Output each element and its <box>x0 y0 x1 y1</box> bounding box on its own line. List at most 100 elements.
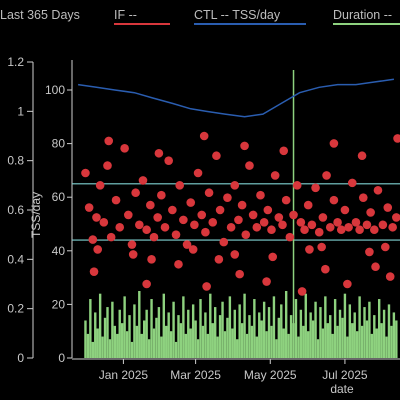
if-point[interactable] <box>138 176 148 185</box>
if-point[interactable] <box>393 134 400 143</box>
if-point[interactable] <box>252 222 262 232</box>
if-point[interactable] <box>268 252 278 262</box>
if-point[interactable] <box>88 235 98 244</box>
if-point[interactable] <box>262 277 271 286</box>
if-point[interactable] <box>127 240 137 249</box>
if-point[interactable] <box>175 181 185 190</box>
if-point[interactable] <box>300 225 309 235</box>
legend-label-0[interactable]: IF -- <box>114 8 137 22</box>
if-point[interactable] <box>270 171 280 180</box>
if-point[interactable] <box>164 156 173 165</box>
if-point[interactable] <box>281 195 291 205</box>
if-point[interactable] <box>226 222 236 232</box>
if-point[interactable] <box>274 213 284 222</box>
if-point[interactable] <box>355 225 364 235</box>
if-point[interactable] <box>111 195 121 205</box>
if-point[interactable] <box>365 247 374 257</box>
if-point[interactable] <box>201 227 210 237</box>
if-point[interactable] <box>321 264 330 274</box>
if-point[interactable] <box>92 213 101 222</box>
if-point[interactable] <box>329 195 339 205</box>
if-point[interactable] <box>235 269 244 279</box>
if-point[interactable] <box>188 245 198 254</box>
if-point[interactable] <box>347 178 357 188</box>
if-point[interactable] <box>89 267 99 276</box>
if-point[interactable] <box>212 151 221 161</box>
if-point[interactable] <box>343 279 352 289</box>
if-point[interactable] <box>241 230 251 239</box>
if-point[interactable] <box>357 151 367 161</box>
if-point[interactable] <box>84 203 94 212</box>
if-point[interactable] <box>147 255 156 264</box>
if-point[interactable] <box>344 222 353 232</box>
if-point[interactable] <box>378 220 388 230</box>
if-point[interactable] <box>149 232 159 242</box>
if-point[interactable] <box>106 232 116 242</box>
if-point[interactable] <box>197 210 207 220</box>
if-point[interactable] <box>245 161 254 170</box>
if-point[interactable] <box>182 240 192 249</box>
if-point[interactable] <box>199 131 209 141</box>
if-point[interactable] <box>135 220 144 230</box>
if-point[interactable] <box>179 215 188 225</box>
if-point[interactable] <box>146 200 155 210</box>
if-point[interactable] <box>202 282 211 291</box>
if-point[interactable] <box>351 218 361 227</box>
if-point[interactable] <box>297 287 307 296</box>
if-point[interactable] <box>305 245 314 254</box>
if-point[interactable] <box>381 242 390 252</box>
if-point[interactable] <box>248 210 258 220</box>
if-point[interactable] <box>219 237 229 247</box>
if-point[interactable] <box>336 225 346 235</box>
if-point[interactable] <box>123 210 133 220</box>
if-point[interactable] <box>142 279 151 289</box>
if-point[interactable] <box>325 222 335 232</box>
if-point[interactable] <box>120 144 129 153</box>
if-point[interactable] <box>230 250 240 259</box>
range-label[interactable]: Last 365 Days <box>0 8 80 22</box>
if-point[interactable] <box>174 259 183 269</box>
if-point[interactable] <box>322 171 331 180</box>
if-point[interactable] <box>358 193 368 202</box>
if-point[interactable] <box>311 183 320 193</box>
legend-label-2[interactable]: Duration -- <box>333 8 392 22</box>
if-point[interactable] <box>267 225 276 235</box>
if-point[interactable] <box>289 210 298 220</box>
if-point[interactable] <box>329 139 339 148</box>
if-point[interactable] <box>103 161 112 170</box>
if-point[interactable] <box>186 198 196 207</box>
if-point[interactable] <box>230 181 240 190</box>
if-point[interactable] <box>193 168 203 178</box>
if-point[interactable] <box>214 255 224 264</box>
if-point[interactable] <box>373 185 383 195</box>
if-point[interactable] <box>296 218 306 227</box>
if-point[interactable] <box>259 218 269 227</box>
if-point[interactable] <box>292 181 302 190</box>
if-point[interactable] <box>153 213 162 222</box>
if-point[interactable] <box>385 272 395 281</box>
if-point[interactable] <box>237 200 247 210</box>
if-point[interactable] <box>263 205 273 215</box>
if-point[interactable] <box>369 225 379 235</box>
if-point[interactable] <box>371 262 380 272</box>
if-point[interactable] <box>142 225 151 235</box>
if-point[interactable] <box>366 208 375 217</box>
if-point[interactable] <box>157 190 166 200</box>
if-point[interactable] <box>93 245 103 254</box>
if-point[interactable] <box>208 218 218 227</box>
if-point[interactable] <box>317 242 326 252</box>
if-point[interactable] <box>340 205 350 215</box>
if-point[interactable] <box>99 218 109 227</box>
if-point[interactable] <box>160 222 170 232</box>
if-point[interactable] <box>104 136 114 146</box>
if-point[interactable] <box>383 203 393 212</box>
if-point[interactable] <box>215 205 225 215</box>
if-point[interactable] <box>307 220 317 230</box>
if-point[interactable] <box>168 205 177 215</box>
if-point[interactable] <box>171 230 181 239</box>
if-point[interactable] <box>204 188 214 198</box>
if-point[interactable] <box>303 200 313 210</box>
if-point[interactable] <box>362 220 372 230</box>
if-point[interactable] <box>240 141 249 151</box>
if-point[interactable] <box>190 220 199 230</box>
